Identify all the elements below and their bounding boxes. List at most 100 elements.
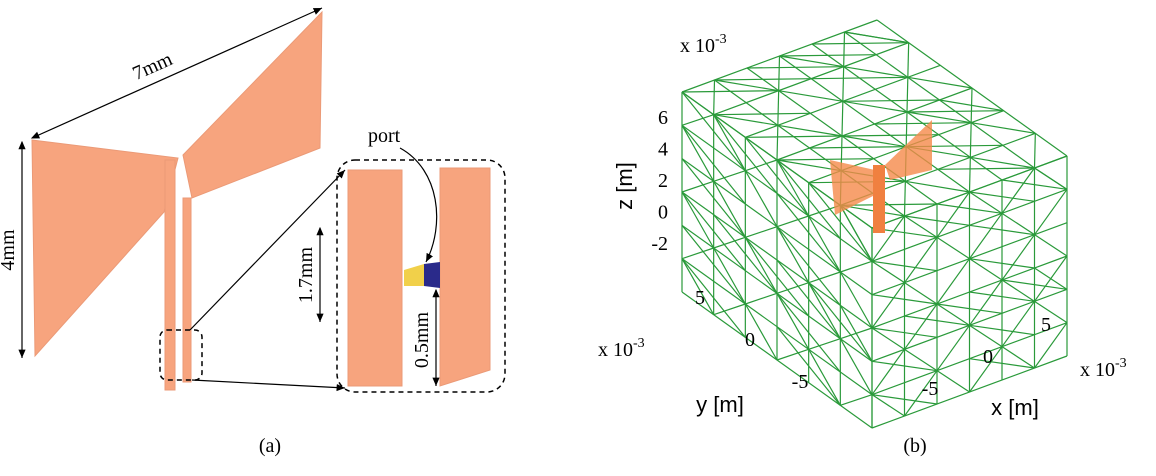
zoom-right-strip (440, 168, 490, 386)
mesh-line (810, 147, 907, 148)
mesh-line (970, 280, 1003, 325)
z-tick-label: 4 (658, 139, 668, 161)
mesh-line (682, 192, 714, 248)
z-tick-label: -2 (651, 233, 668, 255)
z-axis-label: z [m] (612, 162, 637, 210)
zoom-line (190, 170, 345, 330)
mesh-line (777, 216, 809, 227)
mesh-line (745, 293, 777, 304)
mesh-line (905, 237, 938, 282)
height-label: 4mm (0, 229, 19, 271)
mesh-line (745, 227, 777, 238)
mesh-line (970, 213, 1003, 258)
x-tick-label: 5 (1041, 314, 1051, 336)
width-label: 7mm (129, 48, 176, 85)
mesh-line (1002, 301, 1035, 346)
left-wing (32, 140, 178, 356)
mesh-line (840, 395, 872, 406)
mesh-line (970, 157, 1034, 168)
mesh-line (970, 157, 971, 192)
zoom-line (192, 380, 345, 388)
mesh-line (938, 168, 1035, 169)
mesh-line (714, 80, 715, 115)
gap-width-label: 0.5mm (411, 312, 433, 369)
mesh-line (937, 259, 970, 304)
right-wing (183, 12, 322, 198)
x-tick-label: -5 (922, 378, 939, 400)
z-tick-label: 6 (658, 107, 668, 129)
mesh-line (777, 159, 874, 160)
mesh-line (1002, 235, 1035, 280)
mesh-line (779, 56, 780, 91)
mesh-line (682, 115, 714, 126)
mesh-line (1035, 133, 1036, 168)
port-arrow (400, 148, 437, 262)
mesh-line (682, 181, 714, 192)
mesh-line (715, 79, 812, 80)
y-axis-label: y [m] (696, 392, 744, 417)
panel-a: 7mm 4mm port 1.7mm 0.5mm (a) (0, 8, 505, 457)
mesh-line (840, 205, 872, 261)
mesh-line (714, 115, 746, 171)
mesh-line (714, 113, 811, 114)
mesh-line (908, 77, 972, 88)
mesh-line (1002, 168, 1035, 213)
mesh-line (1035, 168, 1068, 189)
figure: 7mm 4mm port 1.7mm 0.5mm (a) x 10-3 6420… (0, 0, 1156, 476)
mesh-line (970, 325, 1003, 346)
x-axis-label: x [m] (991, 395, 1039, 420)
mesh-line (780, 56, 844, 67)
mesh-line (1035, 235, 1068, 256)
gap-length-label: 1.7mm (295, 247, 317, 304)
mesh-line (937, 192, 970, 237)
mesh-line (872, 328, 905, 349)
left-strip (165, 160, 175, 390)
mesh-line (840, 272, 872, 328)
port-feed (404, 264, 424, 286)
mesh-line (840, 339, 872, 395)
mesh-line (905, 181, 906, 216)
mesh-line (840, 261, 872, 272)
mesh-line (682, 248, 714, 259)
port-label: port (368, 125, 401, 147)
mesh-line (907, 111, 1004, 112)
mesh-line (872, 395, 905, 416)
mesh-line (809, 272, 841, 283)
mesh-line (842, 136, 906, 147)
antenna-feed (873, 165, 885, 233)
mesh-line (809, 339, 841, 350)
mesh-line (872, 349, 905, 394)
mesh-line (1002, 347, 1035, 368)
mesh-line (812, 43, 909, 44)
x-multiplier: x 10-3 (1080, 356, 1127, 381)
mesh-line (809, 349, 841, 405)
mesh-line (872, 261, 905, 282)
mesh-line (970, 192, 1003, 213)
mesh-line (908, 43, 909, 78)
mesh-line (745, 171, 777, 227)
right-strip (183, 198, 191, 382)
mesh-line (809, 216, 841, 272)
mesh-line (907, 112, 971, 123)
mesh-line (682, 91, 779, 92)
mesh-line (970, 123, 971, 158)
x-tick-label: 0 (983, 346, 993, 368)
mesh-line (844, 67, 908, 78)
mesh-line (843, 100, 940, 101)
mesh-line (937, 304, 970, 325)
mesh-line (777, 227, 809, 283)
mesh-line (747, 67, 844, 68)
mesh-line (872, 283, 905, 328)
mesh-line (714, 171, 746, 182)
mesh-line (905, 349, 938, 370)
mesh-line (905, 283, 938, 304)
mesh-line (971, 123, 1035, 134)
mesh-line (1002, 280, 1035, 301)
port-feed (424, 262, 440, 288)
mesh-line (1035, 268, 1068, 289)
mesh-line (1035, 189, 1068, 234)
mesh-line (844, 32, 845, 67)
y-multiplier: x 10-3 (598, 336, 645, 361)
mesh-line (714, 304, 746, 315)
